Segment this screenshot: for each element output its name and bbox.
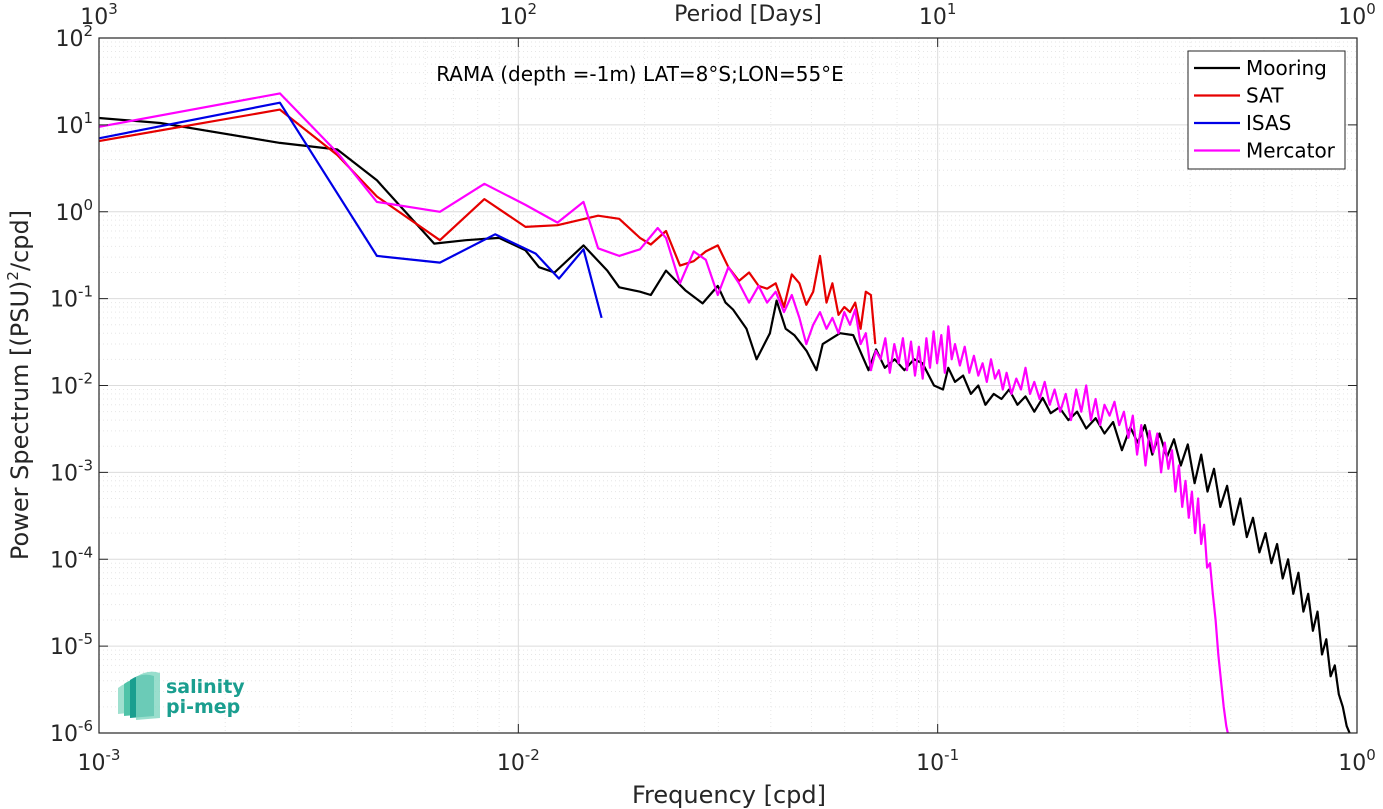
top-tick-label-base: 10 xyxy=(500,5,528,30)
logo-text-line1: salinity xyxy=(166,676,245,698)
y-axis-label: Power Spectrum [(PSU)2/cpd] xyxy=(4,210,34,560)
x-tick-label: 10-1 xyxy=(916,746,959,776)
y-tick-label-base: 10 xyxy=(55,114,83,139)
salinity-pi-mep-logo: salinity pi-mep xyxy=(118,671,245,720)
grid-lines xyxy=(98,38,1357,734)
axis-ticks xyxy=(98,37,1358,734)
x-tick-label-base: 10 xyxy=(497,751,525,776)
y-tick-label-base: 10 xyxy=(50,288,78,313)
logo-icon xyxy=(118,671,160,720)
top-axis-label: Period [Days] xyxy=(674,2,822,27)
y-tick-label-exponent: 1 xyxy=(83,109,93,127)
x-tick-label-exponent: -2 xyxy=(525,746,540,764)
y-tick-label-base: 10 xyxy=(50,722,78,747)
top-tick-label: 100 xyxy=(1338,0,1376,30)
series-line-sat xyxy=(98,108,877,345)
x-tick-label-base: 10 xyxy=(1338,751,1366,776)
y-tick-label-exponent: -1 xyxy=(78,283,93,301)
chart-annotation: RAMA (depth =-1m) LAT=8°S;LON=55°E xyxy=(436,62,844,86)
y-tick-label-base: 10 xyxy=(55,201,83,226)
legend-label-sat: SAT xyxy=(1246,84,1284,108)
y-tick-label-exponent: 2 xyxy=(83,22,93,40)
y-tick-label: 101 xyxy=(55,109,93,139)
x-tick-label: 100 xyxy=(1338,746,1376,776)
series-line-mercator xyxy=(98,92,1229,734)
top-tick-label-exponent: 0 xyxy=(1366,0,1376,18)
data-series xyxy=(98,92,1351,734)
x-tick-label-base: 10 xyxy=(78,751,106,776)
top-tick-label-exponent: 1 xyxy=(947,0,957,18)
top-tick-label-base: 10 xyxy=(1338,5,1366,30)
y-tick-label-base: 10 xyxy=(50,461,78,486)
legend-label-isas: ISAS xyxy=(1246,111,1291,135)
top-tick-label-base: 10 xyxy=(80,5,108,30)
top-tick-label: 102 xyxy=(500,0,538,30)
x-tick-label: 10-2 xyxy=(497,746,540,776)
y-tick-label-exponent: -5 xyxy=(78,630,93,648)
y-tick-label-base: 10 xyxy=(50,548,78,573)
y-tick-label-base: 10 xyxy=(50,375,78,400)
y-tick-label: 10-2 xyxy=(50,370,93,400)
series-line-isas xyxy=(98,101,603,319)
y-tick-label-base: 10 xyxy=(55,27,83,52)
top-tick-label: 101 xyxy=(919,0,957,30)
y-tick-label: 10-6 xyxy=(50,717,93,747)
legend-label-mooring: Mooring xyxy=(1246,56,1327,80)
y-axis-label-main: Power Spectrum [(PSU) xyxy=(6,281,34,560)
series-line-mooring xyxy=(98,116,1351,734)
legend-label-mercator: Mercator xyxy=(1246,139,1336,163)
y-tick-label-exponent: -6 xyxy=(78,717,93,735)
y-tick-label-exponent: -4 xyxy=(78,543,93,561)
y-tick-label: 102 xyxy=(55,22,93,52)
y-tick-label: 10-1 xyxy=(50,283,93,313)
x-axis-label: Frequency [cpd] xyxy=(632,781,826,809)
y-axis-label-tail: /cpd] xyxy=(6,210,34,271)
x-tick-label: 10-3 xyxy=(78,746,121,776)
y-tick-label: 10-3 xyxy=(50,456,93,486)
top-tick-label-exponent: 2 xyxy=(528,0,538,18)
top-tick-label-base: 10 xyxy=(919,5,947,30)
legend: Mooring SAT ISAS Mercator xyxy=(1187,50,1346,170)
x-tick-label-exponent: -3 xyxy=(106,746,121,764)
y-tick-label: 10-4 xyxy=(50,543,93,573)
y-tick-label-exponent: -2 xyxy=(78,370,93,388)
top-tick-label-exponent: 3 xyxy=(108,0,118,18)
y-tick-label: 10-5 xyxy=(50,630,93,660)
y-tick-label-exponent: -3 xyxy=(78,456,93,474)
top-tick-label: 103 xyxy=(80,0,118,30)
y-tick-label-base: 10 xyxy=(50,635,78,660)
y-axis-label-superscript: 2 xyxy=(4,271,22,281)
y-tick-label: 100 xyxy=(55,196,93,226)
x-tick-label-base: 10 xyxy=(916,751,944,776)
logo-text-line2: pi-mep xyxy=(166,696,240,718)
legend-box xyxy=(1187,50,1346,170)
x-tick-label-exponent: 0 xyxy=(1366,746,1376,764)
y-tick-label-exponent: 0 xyxy=(83,196,93,214)
x-tick-label-exponent: -1 xyxy=(944,746,959,764)
